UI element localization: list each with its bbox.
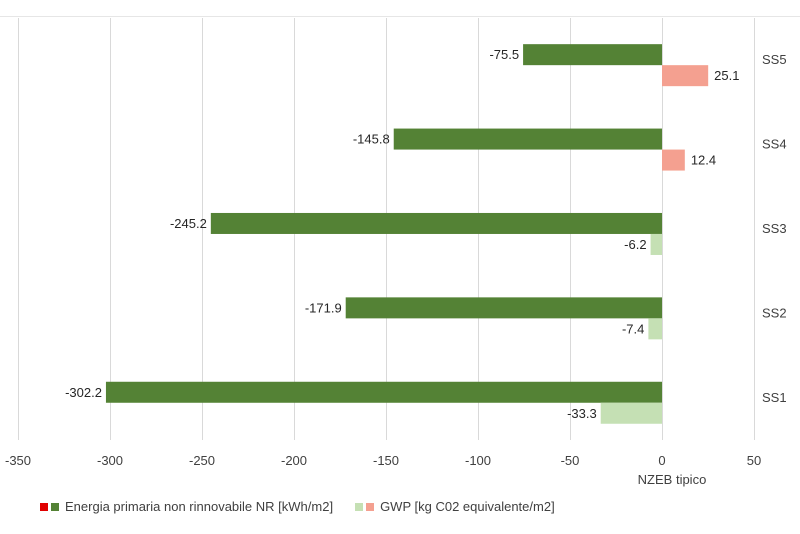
bar-ss1-series2: [600, 402, 662, 424]
data-label-ss1-series2: -33.3: [567, 406, 597, 421]
legend-swatch-gwp-salmon: [366, 502, 375, 511]
data-label-ss4-series1: -145.8: [353, 132, 390, 147]
data-label-ss3-series1: -245.2: [170, 216, 207, 231]
legend-label-gwp: GWP [kg C02 equivalente/m2]: [380, 499, 555, 514]
x-tick-label-0: -350: [5, 453, 31, 468]
legend: Energia primaria non rinnovabile NR [kWh…: [40, 499, 577, 514]
x-tick-label-5: -100: [465, 453, 491, 468]
x-tick-label-4: -150: [373, 453, 399, 468]
x-tick-label-6: -50: [561, 453, 580, 468]
x-tick-label-1: -300: [97, 453, 123, 468]
data-label-ss3-series2: -6.2: [624, 237, 646, 252]
x-tick-label-7: 0: [658, 453, 665, 468]
bar-ss1-series1: [105, 381, 662, 403]
bar-ss4-series1: [393, 128, 662, 150]
data-label-ss4-series2: 12.4: [691, 153, 716, 168]
bar-ss5-series1: [523, 44, 662, 66]
legend-swatch-energia-red: [40, 502, 48, 511]
legend-item-gwp: GWP [kg C02 equivalente/m2]: [355, 499, 555, 514]
bar-ss3-series2: [650, 233, 662, 255]
data-label-ss5-series1: -75.5: [489, 47, 519, 62]
legend-swatch-gwp-green: [355, 502, 364, 511]
bar-ss3-series1: [210, 212, 662, 234]
data-label-ss2-series1: -171.9: [305, 300, 342, 315]
data-label-ss2-series2: -7.4: [622, 321, 644, 336]
legend-item-energia: Energia primaria non rinnovabile NR [kWh…: [40, 499, 333, 514]
bar-ss5-series2: [662, 65, 709, 87]
bar-ss2-series2: [648, 318, 662, 340]
data-label-ss5-series2: 25.1: [714, 68, 739, 83]
data-label-ss1-series1: -302.2: [65, 385, 102, 400]
category-label-ss1: SS1: [762, 390, 787, 405]
bar-ss2-series1: [345, 297, 662, 319]
category-label-ss5: SS5: [762, 52, 787, 67]
bar-ss4-series2: [662, 149, 685, 171]
legend-label-energia: Energia primaria non rinnovabile NR [kWh…: [65, 499, 334, 514]
category-label-ss2: SS2: [762, 305, 787, 320]
x-tick-label-8: 50: [747, 453, 761, 468]
category-label-ss3: SS3: [762, 221, 787, 236]
zero-annotation: NZEB tipico: [638, 472, 707, 487]
x-tick-label-3: -200: [281, 453, 307, 468]
category-label-ss4: SS4: [762, 137, 787, 152]
legend-swatch-energia-green: [51, 502, 59, 511]
x-tick-label-2: -250: [189, 453, 215, 468]
